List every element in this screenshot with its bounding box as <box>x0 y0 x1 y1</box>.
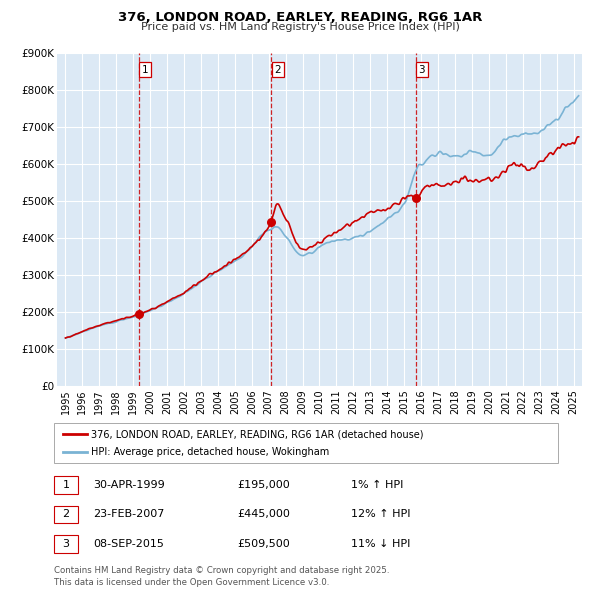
Text: 30-APR-1999: 30-APR-1999 <box>93 480 165 490</box>
Text: Price paid vs. HM Land Registry's House Price Index (HPI): Price paid vs. HM Land Registry's House … <box>140 22 460 32</box>
Text: Contains HM Land Registry data © Crown copyright and database right 2025.
This d: Contains HM Land Registry data © Crown c… <box>54 566 389 587</box>
Text: 2: 2 <box>62 510 70 519</box>
Text: 08-SEP-2015: 08-SEP-2015 <box>93 539 164 549</box>
Text: 3: 3 <box>419 65 425 75</box>
Point <box>266 217 276 227</box>
Text: 23-FEB-2007: 23-FEB-2007 <box>93 510 164 519</box>
Text: £509,500: £509,500 <box>237 539 290 549</box>
Text: 1: 1 <box>142 65 148 75</box>
Point <box>134 310 143 319</box>
Text: 11% ↓ HPI: 11% ↓ HPI <box>351 539 410 549</box>
Text: 376, LONDON ROAD, EARLEY, READING, RG6 1AR: 376, LONDON ROAD, EARLEY, READING, RG6 1… <box>118 11 482 24</box>
Text: 1% ↑ HPI: 1% ↑ HPI <box>351 480 403 490</box>
Point <box>411 193 421 202</box>
Text: 12% ↑ HPI: 12% ↑ HPI <box>351 510 410 519</box>
Text: £195,000: £195,000 <box>237 480 290 490</box>
Text: 3: 3 <box>62 539 70 549</box>
Text: 376, LONDON ROAD, EARLEY, READING, RG6 1AR (detached house): 376, LONDON ROAD, EARLEY, READING, RG6 1… <box>91 430 424 440</box>
Text: 2: 2 <box>274 65 281 75</box>
Text: £445,000: £445,000 <box>237 510 290 519</box>
Text: 1: 1 <box>62 480 70 490</box>
Text: HPI: Average price, detached house, Wokingham: HPI: Average price, detached house, Woki… <box>91 447 329 457</box>
